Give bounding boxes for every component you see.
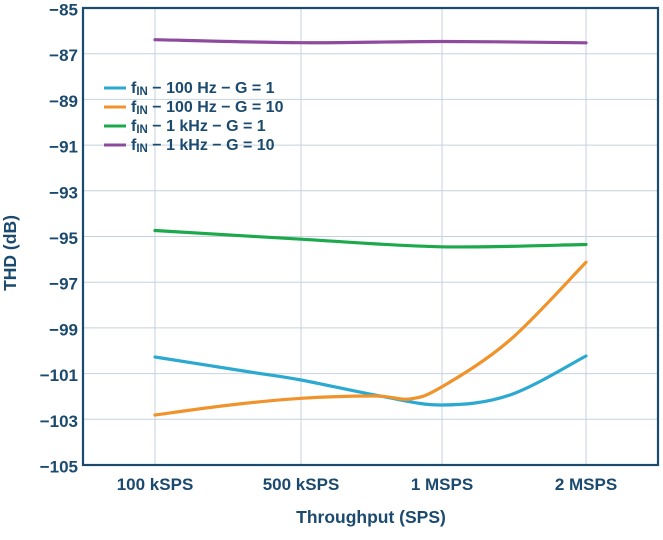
svg-text:fIN − 100 Hz − G = 10: fIN − 100 Hz − G = 10: [131, 99, 284, 117]
svg-text:−89: −89: [49, 92, 78, 111]
svg-text:2 MSPS: 2 MSPS: [555, 475, 617, 494]
svg-text:−99: −99: [49, 320, 78, 339]
svg-text:−91: −91: [49, 138, 78, 157]
svg-text:−103: −103: [40, 412, 78, 431]
svg-text:fIN − 1 kHz − G = 1: fIN − 1 kHz − G = 1: [131, 118, 266, 136]
svg-text:fIN − 1 kHz − G = 10: fIN − 1 kHz − G = 10: [131, 137, 275, 155]
svg-text:100 kSPS: 100 kSPS: [117, 475, 194, 494]
svg-text:fIN − 100 Hz − G = 1: fIN − 100 Hz − G = 1: [131, 80, 275, 98]
svg-text:−93: −93: [49, 183, 78, 202]
svg-text:THD (dB): THD (dB): [0, 215, 20, 291]
svg-text:500 kSPS: 500 kSPS: [263, 475, 340, 494]
svg-text:−97: −97: [49, 275, 78, 294]
svg-text:−105: −105: [40, 458, 78, 477]
svg-text:−95: −95: [49, 229, 78, 248]
svg-text:−101: −101: [40, 366, 78, 385]
svg-text:1 MSPS: 1 MSPS: [411, 475, 473, 494]
svg-text:Throughput (SPS): Throughput (SPS): [296, 507, 446, 527]
svg-text:−87: −87: [49, 46, 78, 65]
svg-text:−85: −85: [49, 1, 78, 20]
